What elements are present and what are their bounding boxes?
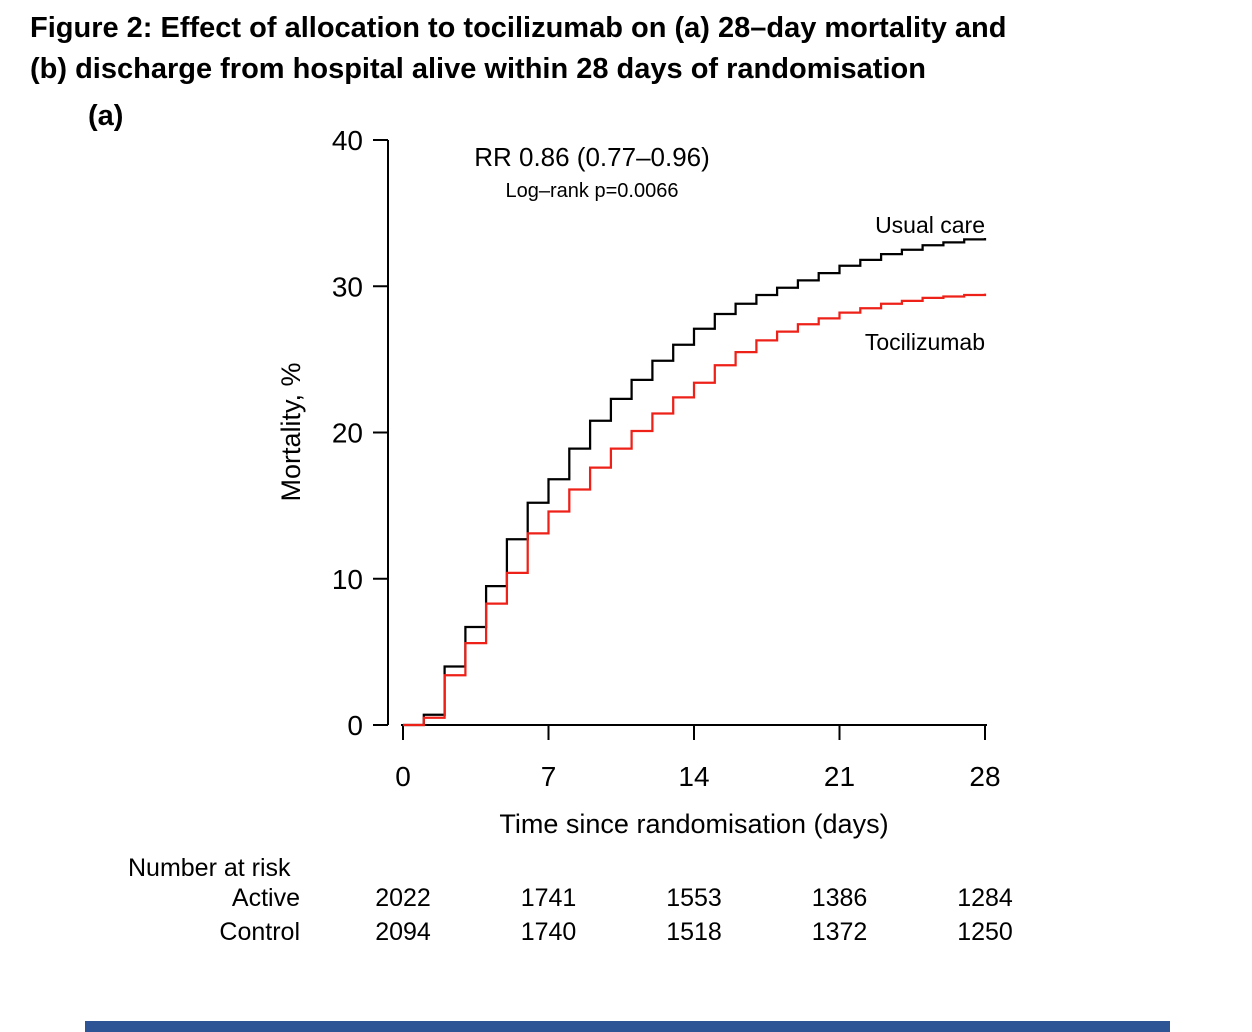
x-axis-ticks: 0 7 14 21 28 (395, 725, 1001, 792)
risk-row-label: Active (232, 884, 300, 912)
risk-value: 1284 (957, 884, 1013, 912)
x-tick-label: 0 (395, 761, 411, 792)
risk-value: 1518 (666, 918, 722, 946)
figure-title: Figure 2: Effect of allocation to tocili… (30, 8, 1230, 90)
risk-row-label: Control (219, 918, 300, 946)
figure-title-line1: Figure 2: Effect of allocation to tocili… (30, 12, 1007, 44)
y-tick-label: 40 (332, 125, 363, 156)
risk-value: 1386 (812, 884, 868, 912)
tocilizumab-curve (403, 293, 987, 727)
rr-annotation: RR 0.86 (0.77–0.96) (474, 142, 710, 172)
risk-value: 2094 (375, 918, 431, 946)
y-tick-label: 30 (332, 271, 363, 302)
y-tick-label: 10 (332, 564, 363, 595)
y-axis-ticks: 0 10 20 30 40 (332, 125, 388, 741)
risk-value: 1741 (521, 884, 577, 912)
risk-table: Active 2022 1741 1553 1386 1284 Control 2094 174… (219, 884, 1012, 946)
risk-value: 1250 (957, 918, 1013, 946)
risk-value: 2022 (375, 884, 431, 912)
y-axis-title: Mortality, % (276, 362, 306, 501)
y-tick-label: 20 (332, 418, 363, 449)
number-at-risk-heading: Number at risk (128, 854, 291, 882)
x-axis-title: Time since randomisation (days) (499, 809, 888, 839)
usual-care-curve (403, 238, 987, 727)
risk-value: 1740 (521, 918, 577, 946)
x-tick-label: 28 (969, 761, 1000, 792)
x-tick-label: 21 (824, 761, 855, 792)
usual-care-label: Usual care (875, 212, 985, 238)
logrank-annotation: Log–rank p=0.0066 (506, 180, 679, 202)
footer-blue-bar (85, 1021, 1170, 1032)
x-tick-label: 14 (678, 761, 709, 792)
y-tick-label: 0 (347, 710, 363, 741)
risk-value: 1372 (812, 918, 868, 946)
x-tick-label: 7 (541, 761, 557, 792)
figure-title-line2: (b) discharge from hospital alive within… (30, 53, 926, 85)
tocilizumab-label: Tocilizumab (865, 329, 985, 355)
panel-a-label: (a) (88, 100, 124, 132)
risk-value: 1553 (666, 884, 722, 912)
